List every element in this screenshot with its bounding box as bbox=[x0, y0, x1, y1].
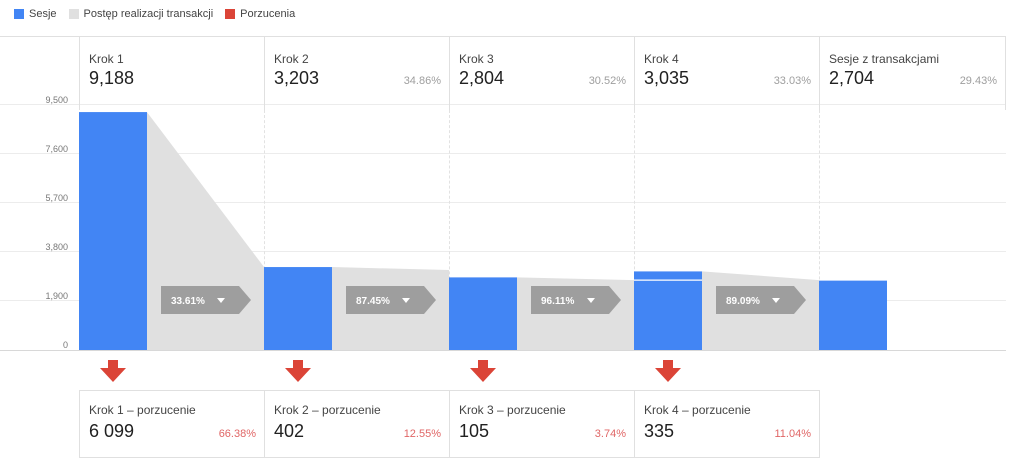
step-name: Krok 2 bbox=[274, 52, 309, 66]
progress-rate-pill bbox=[346, 286, 436, 314]
legend-swatch-sessions bbox=[14, 9, 24, 19]
legend-item-sessions[interactable]: Sesje bbox=[14, 8, 57, 20]
progress-rate-pill bbox=[716, 286, 806, 314]
abandon-arrow-icon bbox=[470, 360, 496, 382]
session-bar bbox=[634, 271, 702, 350]
gridline-7600 bbox=[0, 153, 1006, 154]
step-value: 3,203 bbox=[274, 68, 320, 88]
y-tick-label: 5,700 bbox=[45, 193, 68, 203]
session-bar bbox=[819, 279, 887, 350]
y-tick-label: 9,500 bbox=[45, 95, 68, 105]
abandon-arrow-icon bbox=[100, 360, 126, 382]
column-separator bbox=[79, 36, 80, 110]
column-separator-dashed bbox=[264, 110, 265, 350]
abandon-label: Krok 2 – porzucenie bbox=[274, 403, 381, 417]
abandon-value: 105 bbox=[459, 421, 490, 441]
session-bar bbox=[79, 112, 147, 350]
column-separator bbox=[264, 36, 265, 110]
abandon-label: Krok 1 – porzucenie bbox=[89, 403, 196, 417]
abandon-label: Krok 3 – porzucenie bbox=[459, 403, 566, 417]
y-tick-label: 7,600 bbox=[45, 144, 68, 154]
chart-legend: Sesje Postęp realizacji transakcji Porzu… bbox=[14, 8, 295, 20]
progress-rate-pill bbox=[161, 286, 251, 314]
y-tick-label: 0 bbox=[62, 340, 68, 350]
step-header-4[interactable]: Krok 4 3,035 33.03% bbox=[634, 50, 819, 96]
abandon-box-1[interactable]: Krok 1 – porzucenie 6 099 66.38% bbox=[79, 391, 264, 457]
session-bar bbox=[264, 267, 332, 350]
gridline-9500 bbox=[0, 104, 1006, 105]
step-value: 3,035 bbox=[644, 68, 690, 88]
progress-rate-label: 87.45% bbox=[356, 296, 390, 307]
abandon-box-3[interactable]: Krok 3 – porzucenie 105 3.74% bbox=[449, 391, 634, 457]
step-value: 9,188 bbox=[89, 68, 135, 88]
abandon-percent: 12.55% bbox=[403, 428, 441, 440]
step-percent: 30.52% bbox=[588, 75, 626, 87]
step-header-1[interactable]: Krok 1 9,188 bbox=[79, 50, 264, 96]
gridline-3800 bbox=[0, 251, 1006, 252]
step-value: 2,804 bbox=[459, 68, 505, 88]
session-bar bbox=[449, 277, 517, 350]
step-header-3[interactable]: Krok 3 2,804 30.52% bbox=[449, 50, 634, 96]
column-separator bbox=[634, 36, 635, 110]
abandon-percent: 3.74% bbox=[594, 428, 626, 440]
step-header-2[interactable]: Krok 2 3,203 34.86% bbox=[264, 50, 449, 96]
progress-rate-label: 89.09% bbox=[726, 296, 760, 307]
abandon-arrow-icon bbox=[655, 360, 681, 382]
progress-ribbon bbox=[147, 112, 264, 350]
drop-bottom-border bbox=[79, 457, 820, 458]
column-separator bbox=[819, 36, 820, 110]
chevron-down-icon bbox=[772, 298, 780, 303]
abandon-percent: 11.04% bbox=[774, 428, 812, 440]
drop-separator bbox=[819, 391, 820, 457]
legend-swatch-progress bbox=[68, 9, 79, 19]
step-percent: 29.43% bbox=[959, 75, 997, 87]
abandon-percent: 66.38% bbox=[218, 428, 256, 440]
header-top-border bbox=[0, 36, 1006, 37]
chevron-down-icon bbox=[587, 298, 595, 303]
column-separator-dashed bbox=[819, 110, 820, 350]
legend-label-progress: Postęp realizacji transakcji bbox=[83, 8, 214, 20]
step-name: Krok 1 bbox=[89, 52, 124, 66]
column-separator-dashed bbox=[634, 110, 635, 350]
legend-item-abandon[interactable]: Porzucenia bbox=[225, 8, 295, 20]
step-name: Krok 3 bbox=[459, 52, 494, 66]
chevron-down-icon bbox=[402, 298, 410, 303]
abandon-box-2[interactable]: Krok 2 – porzucenie 402 12.55% bbox=[264, 391, 449, 457]
drop-top-border bbox=[79, 390, 820, 391]
drop-separator bbox=[79, 391, 80, 457]
gridline-5700 bbox=[0, 202, 1006, 203]
column-separator-dashed bbox=[449, 110, 450, 350]
y-tick-label: 1,900 bbox=[45, 291, 68, 301]
y-tick-label: 3,800 bbox=[45, 242, 68, 252]
legend-label-abandon: Porzucenia bbox=[240, 8, 296, 20]
progress-rate-label: 96.11% bbox=[541, 296, 574, 307]
legend-swatch-abandon bbox=[225, 9, 236, 19]
legend-label-sessions: Sesje bbox=[29, 8, 57, 20]
abandon-box-4[interactable]: Krok 4 – porzucenie 335 11.04% bbox=[634, 391, 819, 457]
abandon-value: 6 099 bbox=[89, 421, 135, 441]
legend-item-progress[interactable]: Postęp realizacji transakcji bbox=[68, 8, 214, 20]
step-percent: 33.03% bbox=[773, 75, 811, 87]
abandon-arrow-icon bbox=[285, 360, 311, 382]
baseline bbox=[0, 350, 1006, 351]
drop-separator bbox=[634, 391, 635, 457]
drop-separator bbox=[264, 391, 265, 457]
column-separator bbox=[1005, 36, 1006, 110]
chevron-down-icon bbox=[217, 298, 225, 303]
step-header-transactions[interactable]: Sesje z transakcjami 2,704 29.43% bbox=[819, 50, 1005, 96]
progress-rate-pill bbox=[531, 286, 621, 314]
step-name: Krok 4 bbox=[644, 52, 679, 66]
progress-rate-label: 33.61% bbox=[171, 296, 205, 307]
drop-separator bbox=[449, 391, 450, 457]
abandon-value: 335 bbox=[644, 421, 675, 441]
step-value: 2,704 bbox=[829, 68, 875, 88]
step-percent: 34.86% bbox=[403, 75, 441, 87]
abandon-value: 402 bbox=[274, 421, 305, 441]
abandon-label: Krok 4 – porzucenie bbox=[644, 403, 751, 417]
step-name: Sesje z transakcjami bbox=[829, 52, 940, 66]
column-separator bbox=[449, 36, 450, 110]
